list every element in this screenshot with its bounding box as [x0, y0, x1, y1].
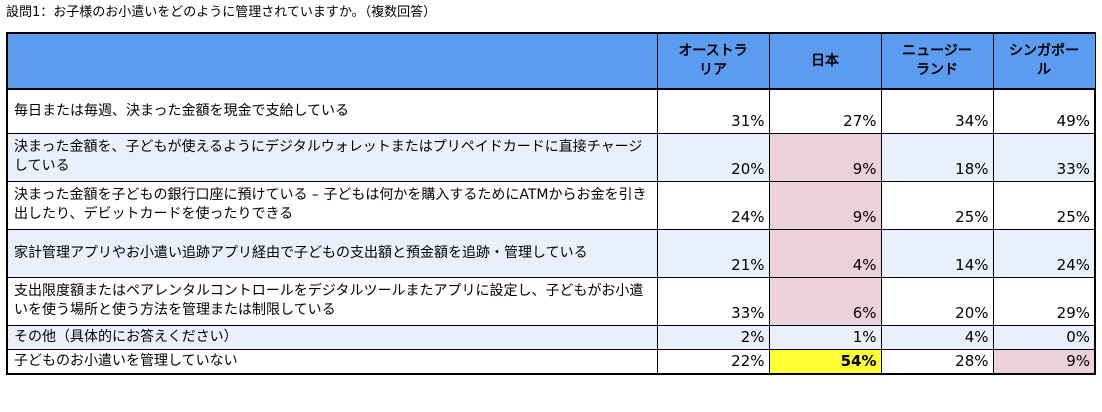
cell-singapore: 9%	[992, 348, 1096, 375]
cell-new-zealand: 28%	[880, 348, 994, 375]
table-row: その他（具体的にお答えください） 2% 1% 4% 0%	[6, 324, 1096, 350]
cell-australia: 21%	[656, 228, 770, 278]
cell-new-zealand: 20%	[880, 276, 994, 326]
cell-japan: 1%	[768, 324, 882, 350]
row-label: 子どものお小遣いを管理していない	[6, 348, 658, 375]
row-label: その他（具体的にお答えください）	[6, 324, 658, 350]
column-header-new-zealand: ニュージー ランド	[880, 32, 994, 90]
cell-australia: 31%	[656, 88, 770, 134]
cell-japan: 6%	[768, 276, 882, 326]
table-row: 決まった金額を子どもの銀行口座に預けている – 子どもは何かを購入するためにAT…	[6, 180, 1096, 230]
cell-singapore: 24%	[992, 228, 1096, 278]
cell-singapore: 49%	[992, 88, 1096, 134]
cell-australia: 33%	[656, 276, 770, 326]
cell-japan: 27%	[768, 88, 882, 134]
row-label: 家計管理アプリやお小遣い追跡アプリ経由で子どもの支出額と預金額を追跡・管理してい…	[6, 228, 658, 278]
cell-singapore: 25%	[992, 180, 1096, 230]
cell-new-zealand: 34%	[880, 88, 994, 134]
column-header-japan: 日本	[768, 32, 882, 90]
row-label: 決まった金額を、子どもが使えるようにデジタルウォレットまたはプリペイドカードに直…	[6, 132, 658, 182]
cell-new-zealand: 14%	[880, 228, 994, 278]
cell-singapore: 33%	[992, 132, 1096, 182]
column-header-singapore: シンガポール	[992, 32, 1096, 90]
cell-japan: 4%	[768, 228, 882, 278]
survey-results-table: オーストラ リア 日本 ニュージー ランド シンガポール 毎日または毎週、決まった金…	[6, 32, 1096, 375]
table-row: 毎日または毎週、決まった金額を現金で支給している 31% 27% 34% 49%	[6, 88, 1096, 134]
cell-japan: 9%	[768, 180, 882, 230]
cell-new-zealand: 4%	[880, 324, 994, 350]
table-row: 支出限度額またはペアレンタルコントロールをデジタルツールまたアプリに設定し、子ど…	[6, 276, 1096, 326]
cell-new-zealand: 18%	[880, 132, 994, 182]
cell-australia: 24%	[656, 180, 770, 230]
cell-australia: 20%	[656, 132, 770, 182]
table-row: 決まった金額を、子どもが使えるようにデジタルウォレットまたはプリペイドカードに直…	[6, 132, 1096, 182]
cell-australia: 2%	[656, 324, 770, 350]
row-label: 支出限度額またはペアレンタルコントロールをデジタルツールまたアプリに設定し、子ど…	[6, 276, 658, 326]
table-row: 子どものお小遣いを管理していない 22% 54% 28% 9%	[6, 348, 1096, 375]
question-title: 設問1：お子様のお小遣いをどのように管理されていますか。（複数回答）	[6, 5, 437, 20]
question-column-header	[6, 32, 658, 90]
row-label: 毎日または毎週、決まった金額を現金で支給している	[6, 88, 658, 134]
cell-new-zealand: 25%	[880, 180, 994, 230]
table-row: 家計管理アプリやお小遣い追跡アプリ経由で子どもの支出額と預金額を追跡・管理してい…	[6, 228, 1096, 278]
cell-singapore: 29%	[992, 276, 1096, 326]
column-header-australia: オーストラ リア	[656, 32, 770, 90]
row-label: 決まった金額を子どもの銀行口座に預けている – 子どもは何かを購入するためにAT…	[6, 180, 658, 230]
cell-japan-highlight: 54%	[768, 348, 882, 375]
cell-japan: 9%	[768, 132, 882, 182]
cell-australia: 22%	[656, 348, 770, 375]
header-row: オーストラ リア 日本 ニュージー ランド シンガポール	[6, 32, 1096, 90]
cell-singapore: 0%	[992, 324, 1096, 350]
